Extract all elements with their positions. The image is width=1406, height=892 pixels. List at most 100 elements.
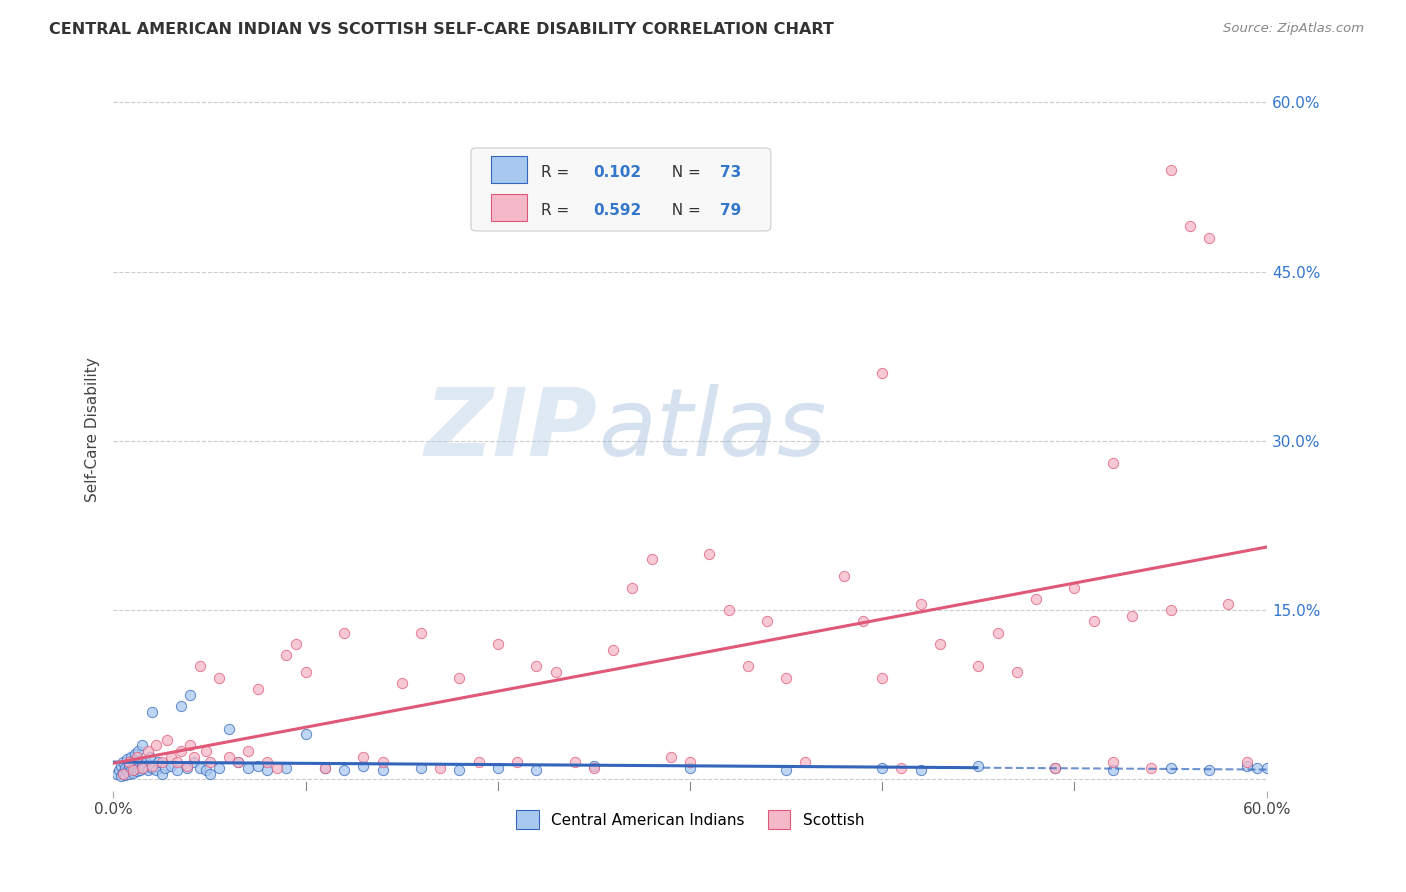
Point <box>1121 608 1143 623</box>
Point <box>314 761 336 775</box>
Point <box>170 744 193 758</box>
Point <box>246 681 269 696</box>
Point <box>170 698 193 713</box>
Point <box>108 764 131 778</box>
Point <box>183 756 205 770</box>
Point <box>409 625 432 640</box>
Point <box>582 758 605 772</box>
Point <box>1160 163 1182 178</box>
Point <box>131 761 153 775</box>
Point <box>929 637 952 651</box>
Point <box>467 756 489 770</box>
Point <box>1178 219 1201 234</box>
Text: Source: ZipAtlas.com: Source: ZipAtlas.com <box>1223 22 1364 36</box>
Point <box>352 758 374 772</box>
Point <box>121 764 143 778</box>
Y-axis label: Self-Care Disability: Self-Care Disability <box>86 357 100 502</box>
Point <box>183 749 205 764</box>
Point <box>314 761 336 775</box>
Point <box>659 749 682 764</box>
Point <box>112 766 135 780</box>
Point <box>640 552 662 566</box>
Bar <box>491 194 527 221</box>
Point <box>679 761 702 775</box>
Point <box>114 761 136 775</box>
Text: N =: N = <box>662 164 706 179</box>
Point <box>775 764 797 778</box>
Point <box>870 761 893 775</box>
Text: N =: N = <box>662 203 706 219</box>
Legend: Central American Indians, Scottish: Central American Indians, Scottish <box>510 804 870 835</box>
Point <box>256 764 278 778</box>
Point <box>679 756 702 770</box>
Point <box>371 764 394 778</box>
Text: 79: 79 <box>720 203 741 219</box>
Point <box>1005 665 1028 680</box>
Point <box>118 756 141 770</box>
Point <box>775 671 797 685</box>
Point <box>276 761 298 775</box>
Point <box>166 756 188 770</box>
Point <box>1236 758 1258 772</box>
Point <box>987 625 1010 640</box>
Point <box>198 766 221 780</box>
Point <box>198 756 221 770</box>
Point <box>110 769 132 783</box>
Point <box>218 722 240 736</box>
Point <box>150 756 173 770</box>
Point <box>621 581 644 595</box>
Point <box>333 764 356 778</box>
Point <box>135 756 157 770</box>
Point <box>208 761 231 775</box>
Point <box>910 598 932 612</box>
Point <box>246 758 269 772</box>
Point <box>1198 764 1220 778</box>
Point <box>228 756 250 770</box>
Point <box>105 766 128 780</box>
Point <box>967 659 990 673</box>
Point <box>124 762 146 776</box>
Point <box>486 637 509 651</box>
Point <box>118 766 141 780</box>
Point <box>1102 457 1125 471</box>
Point <box>852 615 875 629</box>
Point <box>176 758 198 772</box>
Point <box>794 756 817 770</box>
Point <box>910 764 932 778</box>
Point <box>141 705 163 719</box>
Text: CENTRAL AMERICAN INDIAN VS SCOTTISH SELF-CARE DISABILITY CORRELATION CHART: CENTRAL AMERICAN INDIAN VS SCOTTISH SELF… <box>49 22 834 37</box>
Point <box>136 744 159 758</box>
FancyBboxPatch shape <box>471 148 770 231</box>
Point <box>285 637 308 651</box>
Point <box>1025 591 1047 606</box>
Point <box>1045 761 1067 775</box>
Point <box>602 642 624 657</box>
Point <box>755 615 778 629</box>
Point <box>890 761 912 775</box>
Point <box>449 671 471 685</box>
Text: 0.102: 0.102 <box>593 164 641 179</box>
Point <box>967 758 990 772</box>
Point <box>1236 756 1258 770</box>
Text: 73: 73 <box>720 164 741 179</box>
Point <box>870 366 893 380</box>
Point <box>125 753 148 767</box>
Point <box>139 749 162 764</box>
Point <box>236 744 259 758</box>
Point <box>131 758 153 772</box>
Point <box>371 756 394 770</box>
Point <box>188 761 211 775</box>
Point <box>1045 761 1067 775</box>
Point <box>166 764 188 778</box>
Point <box>150 766 173 780</box>
Point <box>160 758 183 772</box>
Point <box>524 659 547 673</box>
Point <box>256 756 278 770</box>
Point <box>145 739 167 753</box>
Point <box>136 764 159 778</box>
Point <box>120 764 142 778</box>
Point <box>125 764 148 779</box>
Point <box>131 739 153 753</box>
Point <box>236 761 259 775</box>
Bar <box>491 156 527 184</box>
